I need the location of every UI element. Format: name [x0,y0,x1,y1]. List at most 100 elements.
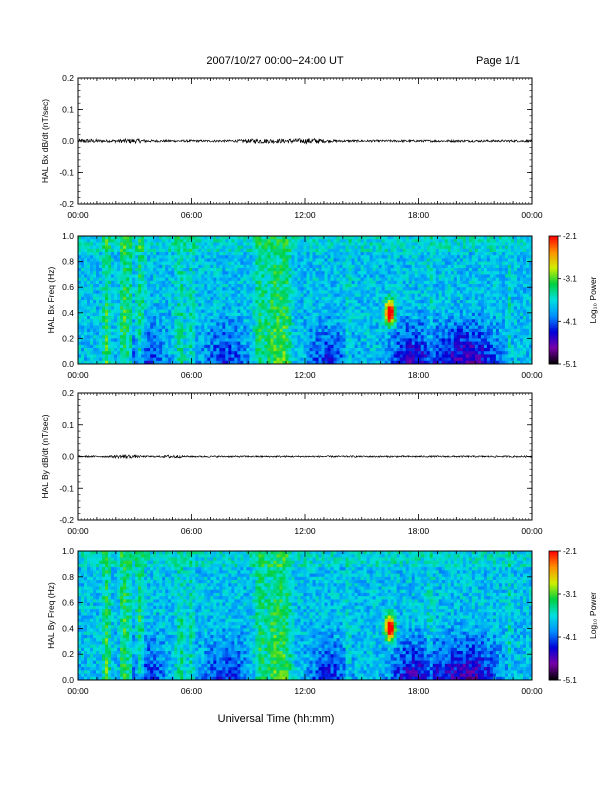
spectrogram-cell [360,274,365,278]
spectrogram-cell [360,306,365,310]
spectrogram-cell [132,287,136,291]
spectrogram-cell [225,284,229,288]
spectrogram-cell [309,290,313,294]
spectrogram-cell [336,268,340,272]
spectrogram-cell [84,309,88,314]
spectrogram-cell [189,293,193,298]
spectrogram-cell [267,290,271,294]
spectrogram-cell [225,300,229,304]
spectrogram-cell [243,255,247,259]
spectrogram-cell [384,357,389,362]
spectrogram-cell [306,287,310,291]
spectrogram-cell [405,268,410,272]
spectrogram-cell [123,264,127,269]
spectrogram-cell [408,338,413,342]
spectrogram-cell [255,306,259,310]
spectrogram-cell [285,296,289,301]
spectrogram-cell [279,284,283,288]
spectrogram-cell [324,242,328,246]
spectrogram-cell [336,325,340,330]
spectrogram-cell [273,277,277,282]
spectrogram-cell [360,287,365,291]
spectrogram-cell [303,280,307,285]
spectrogram-cell [420,239,425,243]
spectrogram-cell [354,306,359,310]
spectrogram-cell [330,306,334,310]
spectrogram-cell [336,255,340,259]
spectrogram-cell [324,290,328,294]
spectrogram-cell [177,309,181,314]
spectrogram-cell [204,293,208,298]
spectrogram-cell [159,264,163,269]
spectrogram-cell [273,328,277,333]
spectrogram-cell [282,306,286,310]
spectrogram-cell [249,306,253,310]
spectrogram-cell [102,255,106,259]
spectrogram-cell [348,300,353,304]
spectrogram-cell [225,348,229,352]
spectrogram-cell [348,284,353,288]
spectrogram-cell [390,245,395,250]
spectrogram-cell [327,348,331,352]
spectrogram-cell [87,239,91,243]
spectrogram-cell [90,309,94,314]
spectrogram-cell [267,316,271,320]
spectrogram-cell [411,290,416,294]
spectrogram-cell [390,290,395,294]
spectrogram-cell [309,344,313,349]
spectrogram-cell [123,293,127,298]
spectrogram-cell [147,245,151,250]
spectrogram-cell [300,280,304,285]
spectrogram-cell [195,332,199,336]
spectrogram-cell [207,322,211,326]
spectrogram-cell [165,322,169,326]
spectrogram-cell [339,322,343,326]
spectrogram-cell [189,341,193,346]
spectrogram-cell [99,284,103,288]
spectrogram-cell [129,293,133,298]
spectrogram-cell [372,312,377,317]
spectrogram-cell [237,360,241,365]
spectrogram-cell [225,264,229,269]
spectrogram-cell [378,252,383,256]
spectrogram-cell [165,344,169,349]
spectrogram-cell [96,341,100,346]
spectrogram-cell [402,335,407,339]
spectrogram-cell [96,306,100,310]
spectrogram-cell [171,338,175,342]
spectrogram-cell [393,332,398,336]
spectrogram-cell [186,303,190,307]
spectrogram-cell [123,322,127,326]
spectrogram-cell [105,319,109,323]
spectrogram-cell [297,277,301,282]
spectrogram-cell [159,258,163,262]
spectrogram-cell [279,312,283,317]
spectrogram-cell [300,306,304,310]
spectrogram-cell [153,284,157,288]
spectrogram-cell [255,274,259,278]
spectrogram-cell [114,258,118,262]
spectrogram-cell [273,341,277,346]
spectrogram-cell [246,351,250,355]
spectrogram-cell [207,335,211,339]
spectrogram-cell [417,248,422,253]
spectrogram-cell [303,252,307,256]
spectrogram-cell [126,312,130,317]
spectrogram-cell [132,341,136,346]
spectrogram-cell [321,252,325,256]
spectrogram-cell [390,268,395,272]
spectrogram-cell [294,261,298,266]
spectrogram-cell [300,236,304,240]
spectrogram-cell [399,245,404,250]
spectrogram-cell [303,300,307,304]
spectrogram-cell [363,351,368,355]
spectrogram-cell [384,248,389,253]
spectrogram-cell [357,360,362,365]
spectrogram-cell [195,258,199,262]
spectrogram-cell [201,316,205,320]
spectrogram-cell [330,338,334,342]
spectrogram-cell [174,280,178,285]
spectrogram-cell [252,303,256,307]
spectrogram-cell [351,344,356,349]
spectrogram-cell [399,264,404,269]
